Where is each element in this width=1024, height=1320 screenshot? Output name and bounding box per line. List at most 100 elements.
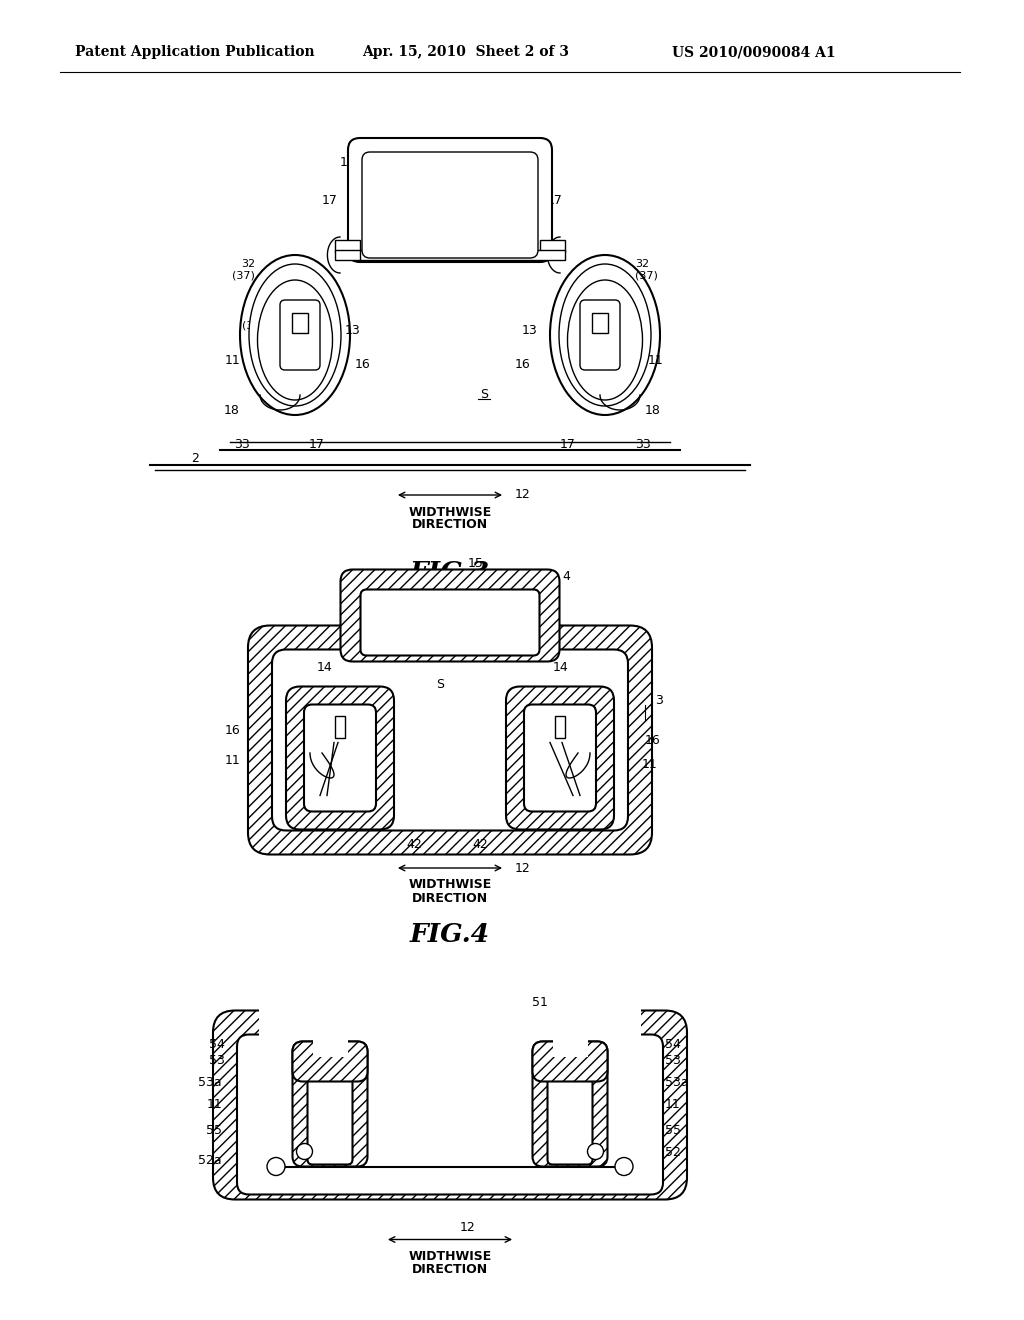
Text: DIRECTION: DIRECTION xyxy=(412,1263,488,1276)
Text: 16: 16 xyxy=(354,359,370,371)
Text: 12: 12 xyxy=(460,1221,476,1234)
Text: 14: 14 xyxy=(339,156,355,169)
Text: S: S xyxy=(480,388,488,401)
Bar xyxy=(314,1036,345,1064)
Bar xyxy=(555,1036,586,1064)
Text: 11: 11 xyxy=(224,754,240,767)
FancyBboxPatch shape xyxy=(272,649,628,830)
Text: WIDTHWISE: WIDTHWISE xyxy=(409,1250,492,1263)
Ellipse shape xyxy=(550,255,660,414)
Text: DIRECTION: DIRECTION xyxy=(412,891,488,904)
Bar xyxy=(259,1006,641,1052)
Bar xyxy=(292,313,308,333)
Bar xyxy=(592,313,608,333)
Text: 54: 54 xyxy=(209,1038,225,1051)
Text: S: S xyxy=(436,678,444,692)
Text: 17: 17 xyxy=(309,438,325,451)
FancyBboxPatch shape xyxy=(506,686,614,829)
Text: 12: 12 xyxy=(515,862,530,874)
Circle shape xyxy=(615,1158,633,1176)
Text: 11: 11 xyxy=(665,1098,681,1111)
Ellipse shape xyxy=(559,264,651,407)
Text: 15: 15 xyxy=(442,178,458,191)
Circle shape xyxy=(297,1143,312,1159)
Bar xyxy=(540,240,565,252)
FancyBboxPatch shape xyxy=(360,590,540,656)
Text: FIG.2: FIG.2 xyxy=(410,136,490,161)
Text: 53a: 53a xyxy=(199,1076,222,1089)
Ellipse shape xyxy=(240,255,350,414)
Text: 42: 42 xyxy=(472,838,487,851)
Text: 17: 17 xyxy=(560,438,575,451)
Text: 41: 41 xyxy=(538,818,554,832)
Bar xyxy=(335,249,370,260)
FancyBboxPatch shape xyxy=(548,1056,593,1164)
Bar xyxy=(555,715,565,738)
Text: 47: 47 xyxy=(513,766,528,779)
FancyBboxPatch shape xyxy=(532,1041,607,1081)
Text: 16: 16 xyxy=(645,734,660,747)
Ellipse shape xyxy=(249,264,341,407)
Text: 47: 47 xyxy=(354,768,370,781)
Text: WIDTHWISE: WIDTHWISE xyxy=(409,506,492,519)
Text: 33: 33 xyxy=(234,438,250,451)
Circle shape xyxy=(588,1143,603,1159)
Text: 32
(37): 32 (37) xyxy=(232,259,255,281)
Text: 14: 14 xyxy=(553,661,568,675)
Ellipse shape xyxy=(567,280,642,400)
Text: 18: 18 xyxy=(224,404,240,417)
Text: 32
(37): 32 (37) xyxy=(635,259,657,281)
FancyBboxPatch shape xyxy=(280,300,319,370)
Text: 55: 55 xyxy=(206,1125,222,1137)
FancyBboxPatch shape xyxy=(248,626,652,854)
FancyBboxPatch shape xyxy=(213,1011,687,1200)
FancyBboxPatch shape xyxy=(237,1035,663,1195)
FancyBboxPatch shape xyxy=(286,686,394,829)
Text: 4: 4 xyxy=(562,570,570,583)
Text: FIG.4: FIG.4 xyxy=(410,923,490,948)
Bar xyxy=(553,1030,588,1056)
Text: 53a: 53a xyxy=(665,1076,688,1089)
Text: 16: 16 xyxy=(515,359,530,371)
Text: WIDTHWISE: WIDTHWISE xyxy=(409,879,492,891)
FancyBboxPatch shape xyxy=(348,139,552,261)
FancyBboxPatch shape xyxy=(304,705,376,812)
Text: 11: 11 xyxy=(648,354,664,367)
Text: 54: 54 xyxy=(665,1038,681,1051)
Text: 53: 53 xyxy=(665,1053,681,1067)
Text: 13: 13 xyxy=(344,323,360,337)
Text: 2: 2 xyxy=(191,451,199,465)
Text: 52a: 52a xyxy=(199,1154,222,1167)
Text: 51: 51 xyxy=(532,997,548,1008)
FancyBboxPatch shape xyxy=(293,1041,368,1167)
Text: 3: 3 xyxy=(655,693,663,706)
FancyBboxPatch shape xyxy=(580,300,620,370)
Text: 13: 13 xyxy=(540,1064,556,1077)
Text: 11: 11 xyxy=(224,354,240,367)
Text: 11: 11 xyxy=(206,1098,222,1111)
Text: 13: 13 xyxy=(330,1064,345,1077)
Text: 53: 53 xyxy=(209,1053,225,1067)
Text: 17: 17 xyxy=(323,194,338,206)
Text: 52: 52 xyxy=(665,1146,681,1159)
Text: Apr. 15, 2010  Sheet 2 of 3: Apr. 15, 2010 Sheet 2 of 3 xyxy=(362,45,569,59)
Text: 46: 46 xyxy=(505,793,521,807)
Text: 33: 33 xyxy=(635,438,650,451)
Text: 46: 46 xyxy=(362,796,378,808)
Text: 14: 14 xyxy=(316,661,332,675)
Text: 55: 55 xyxy=(665,1125,681,1137)
Bar xyxy=(312,1030,347,1056)
Text: FIG.3: FIG.3 xyxy=(410,561,490,586)
Text: 31
(36): 31 (36) xyxy=(243,309,265,331)
Text: DIRECTION: DIRECTION xyxy=(412,519,488,532)
Bar xyxy=(335,240,360,252)
FancyBboxPatch shape xyxy=(362,152,538,257)
Text: 12: 12 xyxy=(515,488,530,502)
Ellipse shape xyxy=(257,280,333,400)
Text: 14: 14 xyxy=(530,156,546,169)
Text: 18: 18 xyxy=(645,404,660,417)
Bar xyxy=(335,715,345,738)
Text: 13: 13 xyxy=(522,323,538,337)
FancyBboxPatch shape xyxy=(532,1041,607,1167)
Text: 13: 13 xyxy=(528,723,544,737)
